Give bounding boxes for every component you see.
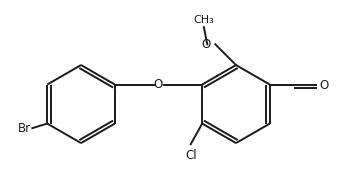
Text: CH₃: CH₃ <box>193 15 214 25</box>
Text: O: O <box>154 78 163 91</box>
Text: O: O <box>202 38 211 51</box>
Text: O: O <box>319 79 328 92</box>
Text: Cl: Cl <box>185 149 197 162</box>
Text: Br: Br <box>18 122 31 135</box>
